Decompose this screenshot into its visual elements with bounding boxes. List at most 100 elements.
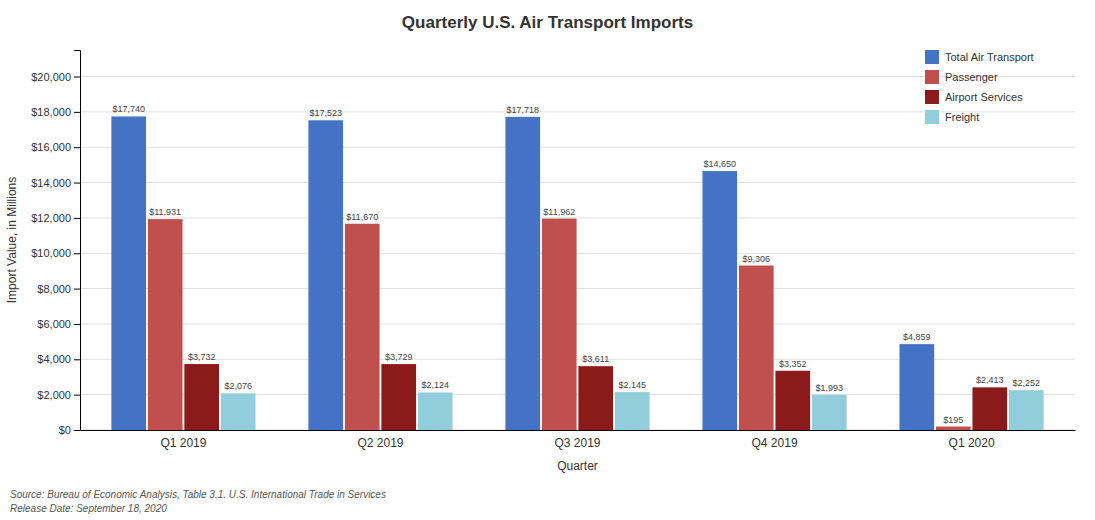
- series: [184, 364, 1007, 430]
- y-tick-mark: [74, 395, 80, 396]
- y-tick-label: $18,000: [31, 106, 71, 118]
- y-tick: $16,000: [31, 141, 80, 153]
- annotation: Source: Bureau of Economic Analysis, Tab…: [10, 489, 386, 500]
- data-label: $1,993: [815, 383, 843, 393]
- bar: [812, 395, 847, 430]
- y-tick: $2,000: [37, 389, 80, 401]
- y-tick-mark: [74, 359, 80, 360]
- data-label: $17,523: [309, 108, 342, 118]
- bar: [418, 392, 453, 430]
- grid-line: [80, 288, 1075, 289]
- bar: [381, 364, 416, 430]
- y-tick-mark: [74, 289, 80, 290]
- grid-line: [80, 217, 1075, 218]
- x-tick: Q1 2020: [949, 436, 995, 450]
- y-tick: $10,000: [31, 247, 80, 259]
- data-label: $2,124: [421, 380, 449, 390]
- x-tick-label: Q2 2019: [357, 436, 403, 450]
- bar: [221, 393, 256, 430]
- y-axis: $0 $2,000 $4,000 $6,000 $8,000 $10,000 $12,000…: [31, 51, 80, 437]
- y-tick-label: $4,000: [37, 353, 71, 365]
- y-tick: $4,000: [37, 353, 80, 365]
- bar: [148, 219, 183, 430]
- grid-line: [80, 253, 1075, 254]
- data-label: $17,740: [112, 104, 145, 114]
- y-tick: $12,000: [31, 212, 80, 224]
- y-tick-mark: [74, 218, 80, 219]
- data-label: $11,670: [346, 212, 378, 222]
- x-tick: Q3 2019: [554, 436, 600, 450]
- data-label: $4,859: [903, 332, 931, 342]
- grid-line: [80, 182, 1075, 183]
- bar: [972, 387, 1007, 430]
- series: [111, 116, 934, 430]
- bar: [615, 392, 650, 430]
- title: Quarterly U.S. Air Transport Imports: [402, 13, 693, 32]
- bars: [111, 116, 1043, 430]
- y-tick-label: $16,000: [31, 141, 71, 153]
- annotation: Release Date: September 18, 2020: [10, 503, 167, 514]
- y-axis-title: Import Value, in Millions: [5, 177, 19, 304]
- grid-line: [80, 323, 1075, 324]
- data-label: $9,306: [743, 254, 771, 264]
- legend-label: Total Air Transport: [945, 51, 1034, 63]
- legend-swatch: [925, 110, 939, 124]
- data-label: $3,611: [582, 354, 609, 364]
- data-label: $3,732: [188, 352, 216, 362]
- y-tick-mark: [74, 324, 80, 325]
- data-label: $2,076: [224, 381, 252, 391]
- series: [221, 390, 1044, 430]
- y-tick: $8,000: [37, 283, 80, 295]
- y-axis-line: [74, 51, 81, 431]
- data-label: $3,352: [779, 359, 807, 369]
- bar: [739, 266, 774, 430]
- legend-label: Freight: [945, 111, 979, 123]
- data-label: $17,718: [506, 105, 539, 115]
- y-tick-mark: [74, 112, 80, 113]
- y-tick-mark: [74, 147, 80, 148]
- x-axis-title: Quarter: [557, 459, 598, 473]
- grid: [80, 77, 1075, 430]
- legend-item: Airport Services: [925, 90, 1023, 104]
- bar: [505, 117, 540, 430]
- data-label: $11,931: [149, 207, 181, 217]
- legend-label: Passenger: [945, 71, 998, 83]
- y-tick-label: $14,000: [31, 177, 71, 189]
- y-tick-label: $0: [59, 424, 71, 436]
- series: [148, 219, 971, 430]
- legend-label: Airport Services: [945, 91, 1023, 103]
- chart: $0 $2,000 $4,000 $6,000 $8,000 $10,000 $12,000…: [0, 0, 1095, 520]
- legend-item: Total Air Transport: [925, 50, 1034, 64]
- data-label: $2,413: [976, 375, 1004, 385]
- y-tick: $18,000: [31, 106, 80, 118]
- bar: [111, 116, 146, 430]
- bar: [702, 171, 737, 430]
- y-tick: $0: [59, 424, 80, 436]
- y-tick-label: $6,000: [37, 318, 71, 330]
- data-label: $14,650: [704, 159, 737, 169]
- y-tick-label: $2,000: [37, 389, 71, 401]
- y-tick-mark: [74, 253, 80, 254]
- grid-line: [80, 147, 1075, 148]
- bar: [184, 364, 219, 430]
- x-tick: Q1 2019: [160, 436, 206, 450]
- legend-swatch: [925, 70, 939, 84]
- x-tick-label: Q1 2020: [949, 436, 995, 450]
- bar: [542, 219, 577, 430]
- legend-swatch: [925, 50, 939, 64]
- y-tick-mark: [74, 430, 80, 431]
- y-tick: $14,000: [31, 177, 80, 189]
- bar: [775, 371, 810, 430]
- x-tick-label: Q1 2019: [160, 436, 206, 450]
- y-tick-label: $10,000: [31, 247, 71, 259]
- data-labels: $17,740 $17,523 $17,718 $14,650 $4,859 $11,93…: [112, 104, 1040, 424]
- bar: [345, 224, 380, 430]
- legend-swatch: [925, 90, 939, 104]
- y-tick: $6,000: [37, 318, 80, 330]
- data-label: $195: [943, 415, 963, 425]
- data-label: $11,962: [543, 207, 575, 217]
- y-tick-label: $12,000: [31, 212, 71, 224]
- x-tick: Q4 2019: [752, 436, 798, 450]
- bar: [899, 344, 934, 430]
- data-label: $3,729: [385, 352, 413, 362]
